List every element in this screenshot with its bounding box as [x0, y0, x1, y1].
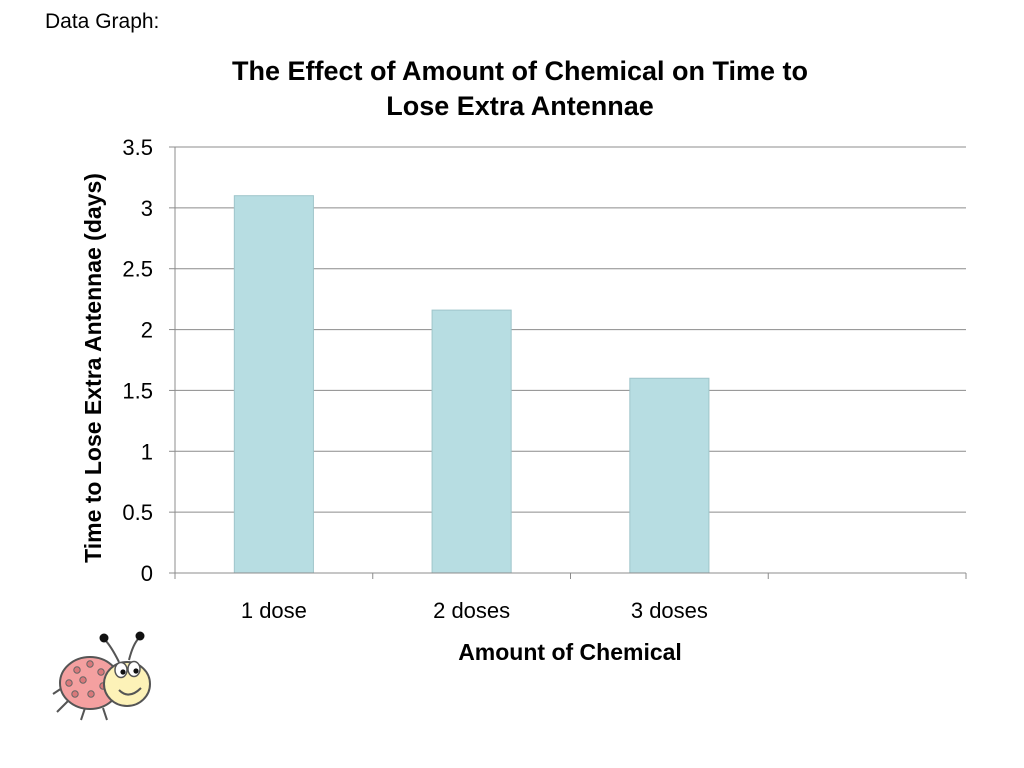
tick-labels: 0 0.5 1 1.5 2 2.5 3 3.5 1 dose 2 doses 3 doses — [122, 135, 708, 623]
axes — [169, 146, 967, 579]
y-tick-label: 1 — [141, 439, 153, 464]
y-tick-label: 2 — [141, 318, 153, 343]
y-tick-label: 2.5 — [122, 257, 153, 282]
x-tick-label: 2 doses — [433, 598, 510, 623]
page-label: Data Graph: — [45, 10, 160, 33]
bars — [233, 195, 710, 574]
x-axis-title: Amount of Chemical — [458, 639, 682, 665]
x-tick-label: 3 doses — [631, 598, 708, 623]
y-axis-title: Time to Lose Extra Antennae (days) — [80, 173, 106, 563]
x-tick-label: 1 dose — [241, 598, 307, 623]
y-tick-label: 3 — [141, 196, 153, 221]
bar — [431, 309, 512, 574]
y-tick-label: 1.5 — [122, 378, 153, 403]
y-tick-label: 0.5 — [122, 500, 153, 525]
ladybug-icon — [52, 631, 151, 721]
y-tick-label: 3.5 — [122, 135, 153, 160]
chart-title-line-2: Lose Extra Antennae — [386, 91, 654, 121]
y-tick-label: 0 — [141, 561, 153, 586]
chart-title-line-1: The Effect of Amount of Chemical on Time… — [232, 56, 808, 86]
bar — [629, 377, 710, 574]
bar — [233, 195, 314, 574]
